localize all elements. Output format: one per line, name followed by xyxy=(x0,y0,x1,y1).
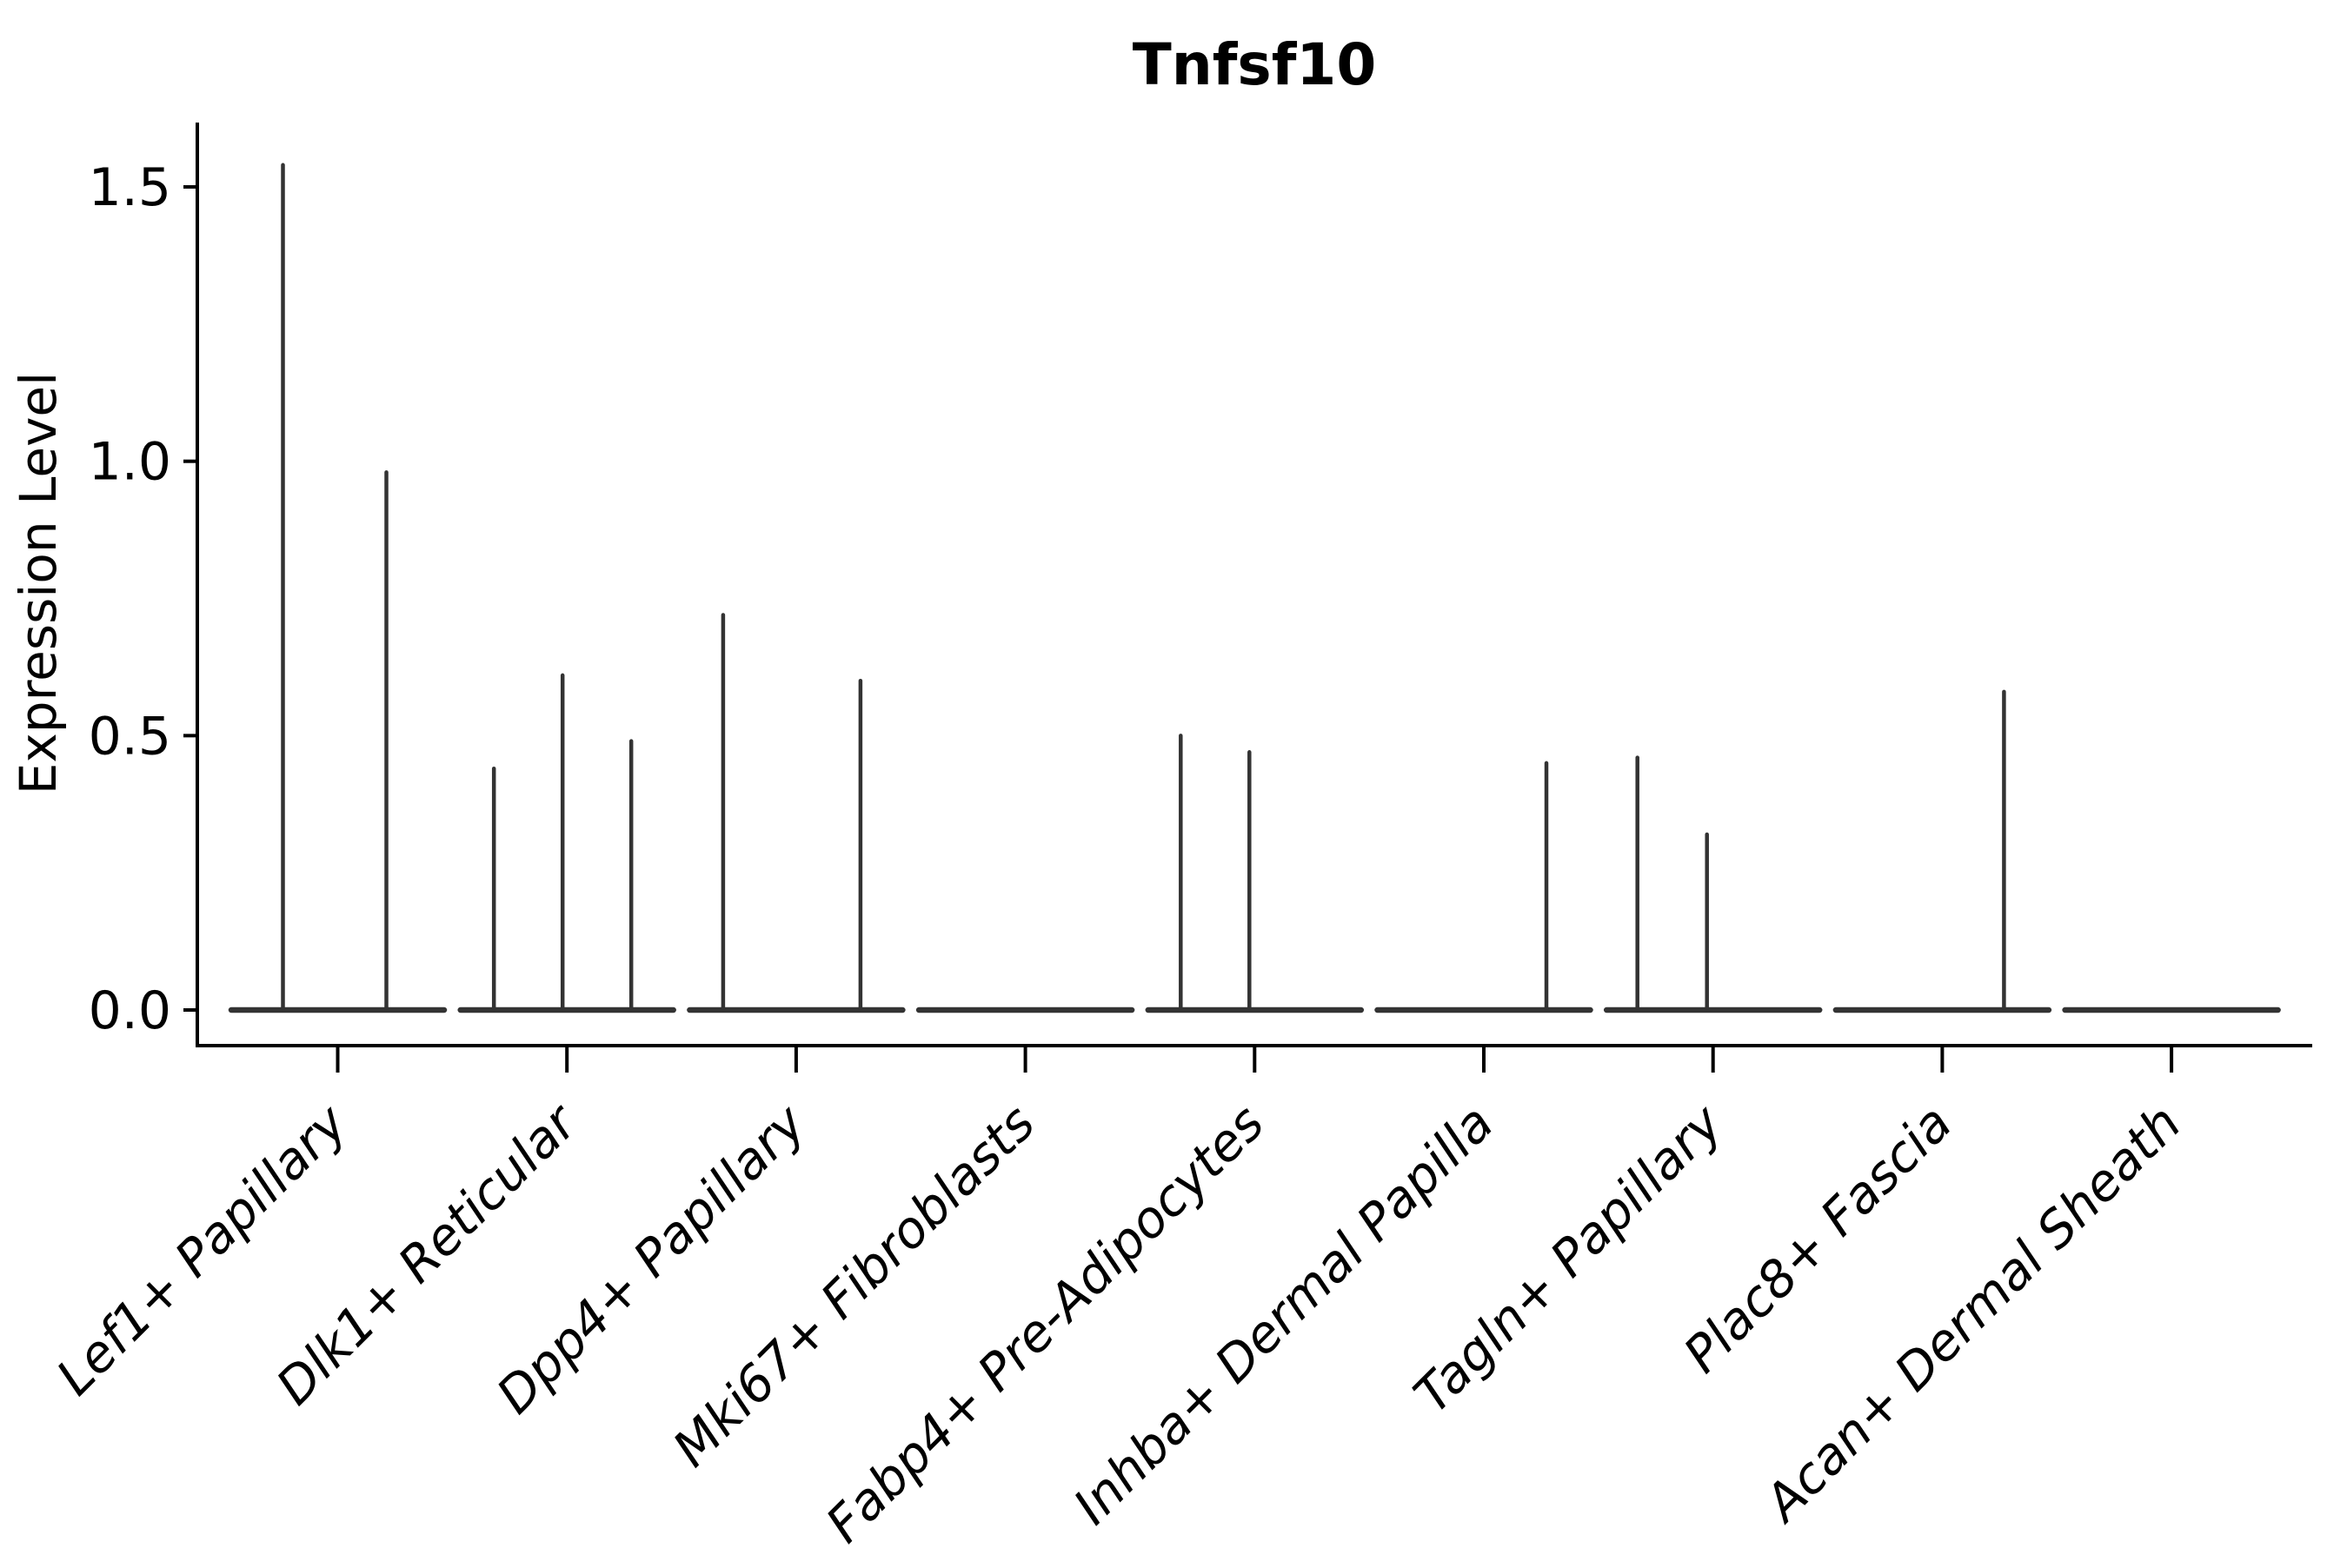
y-tick-label: 0.0 xyxy=(89,980,171,1041)
x-tick-label: Fabp4+ Pre-Adipocytes xyxy=(814,1093,1275,1554)
chart-title: Tnfsf10 xyxy=(1133,31,1377,98)
x-tick-label: Inhba+ Dermal Papilla xyxy=(1062,1093,1505,1536)
violin-layer xyxy=(228,163,2281,1013)
y-tick-label: 0.5 xyxy=(89,706,171,767)
x-tick-label: Acan+ Dermal Sheath xyxy=(1751,1093,2192,1535)
y-tick-label: 1.0 xyxy=(89,432,171,493)
y-tick-label: 1.5 xyxy=(89,157,171,218)
y-axis-label: Expression Level xyxy=(9,372,68,794)
